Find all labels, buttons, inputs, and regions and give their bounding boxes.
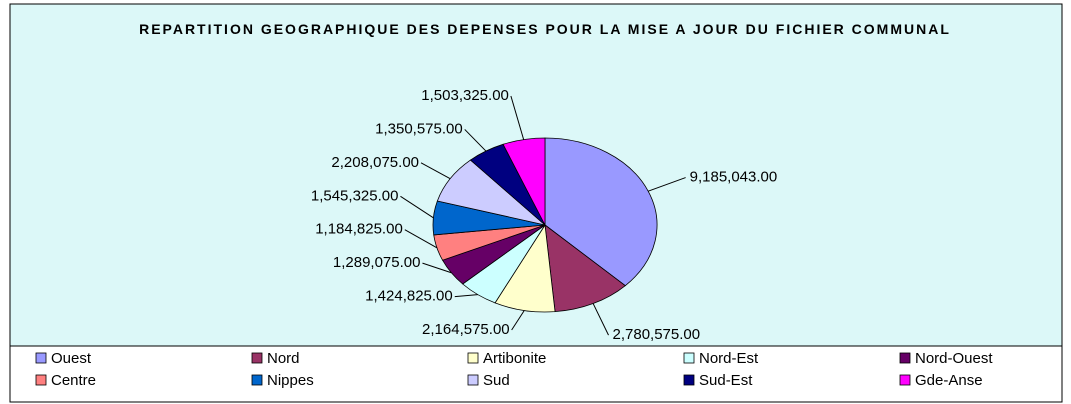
chart-title: REPARTITION GEOGRAPHIQUE DES DEPENSES PO…	[139, 21, 951, 37]
data-label: 1,503,325.00	[421, 87, 509, 104]
legend-label: Nord-Est	[699, 350, 759, 367]
leader-line	[511, 310, 525, 331]
legend-swatch	[251, 352, 263, 364]
leader-line	[454, 294, 478, 298]
legend-swatch	[899, 352, 911, 364]
leader-line	[648, 177, 686, 192]
legend-label: Ouest	[51, 350, 92, 367]
legend-swatch	[467, 352, 479, 364]
legend-label: Centre	[51, 372, 96, 389]
legend-label: Artibonite	[483, 350, 546, 367]
legend-swatch	[899, 374, 911, 386]
legend-label: Gde-Anse	[915, 372, 983, 389]
data-label: 1,424,825.00	[365, 288, 453, 305]
data-label: 2,164,575.00	[422, 321, 510, 338]
legend-swatch	[467, 374, 479, 386]
legend-swatch	[251, 374, 263, 386]
legend-swatch	[35, 352, 47, 364]
legend-swatch	[683, 352, 695, 364]
leader-line	[510, 95, 525, 140]
legend-label: Nippes	[267, 372, 314, 389]
leader-line	[420, 162, 451, 180]
legend-swatch	[35, 374, 47, 386]
leader-line	[404, 229, 438, 249]
legend-box	[9, 345, 1063, 403]
data-label: 1,350,575.00	[375, 120, 463, 137]
legend-label: Sud	[483, 372, 510, 389]
data-label: 2,208,075.00	[331, 154, 419, 171]
legend-swatch	[683, 374, 695, 386]
leader-line	[400, 195, 434, 219]
legend-label: Nord	[267, 350, 300, 367]
legend-label: Sud-Est	[699, 372, 753, 389]
leader-line	[422, 262, 452, 274]
data-label: 1,289,075.00	[333, 254, 421, 271]
data-label: 2,780,575.00	[613, 326, 701, 343]
data-label: 1,545,325.00	[311, 187, 399, 204]
data-label: 1,184,825.00	[315, 221, 403, 238]
pie-slice	[502, 137, 546, 226]
legend-label: Nord-Ouest	[915, 350, 993, 367]
leader-line	[592, 303, 609, 336]
leader-line	[464, 129, 487, 152]
data-label: 9,185,043.00	[690, 169, 778, 186]
